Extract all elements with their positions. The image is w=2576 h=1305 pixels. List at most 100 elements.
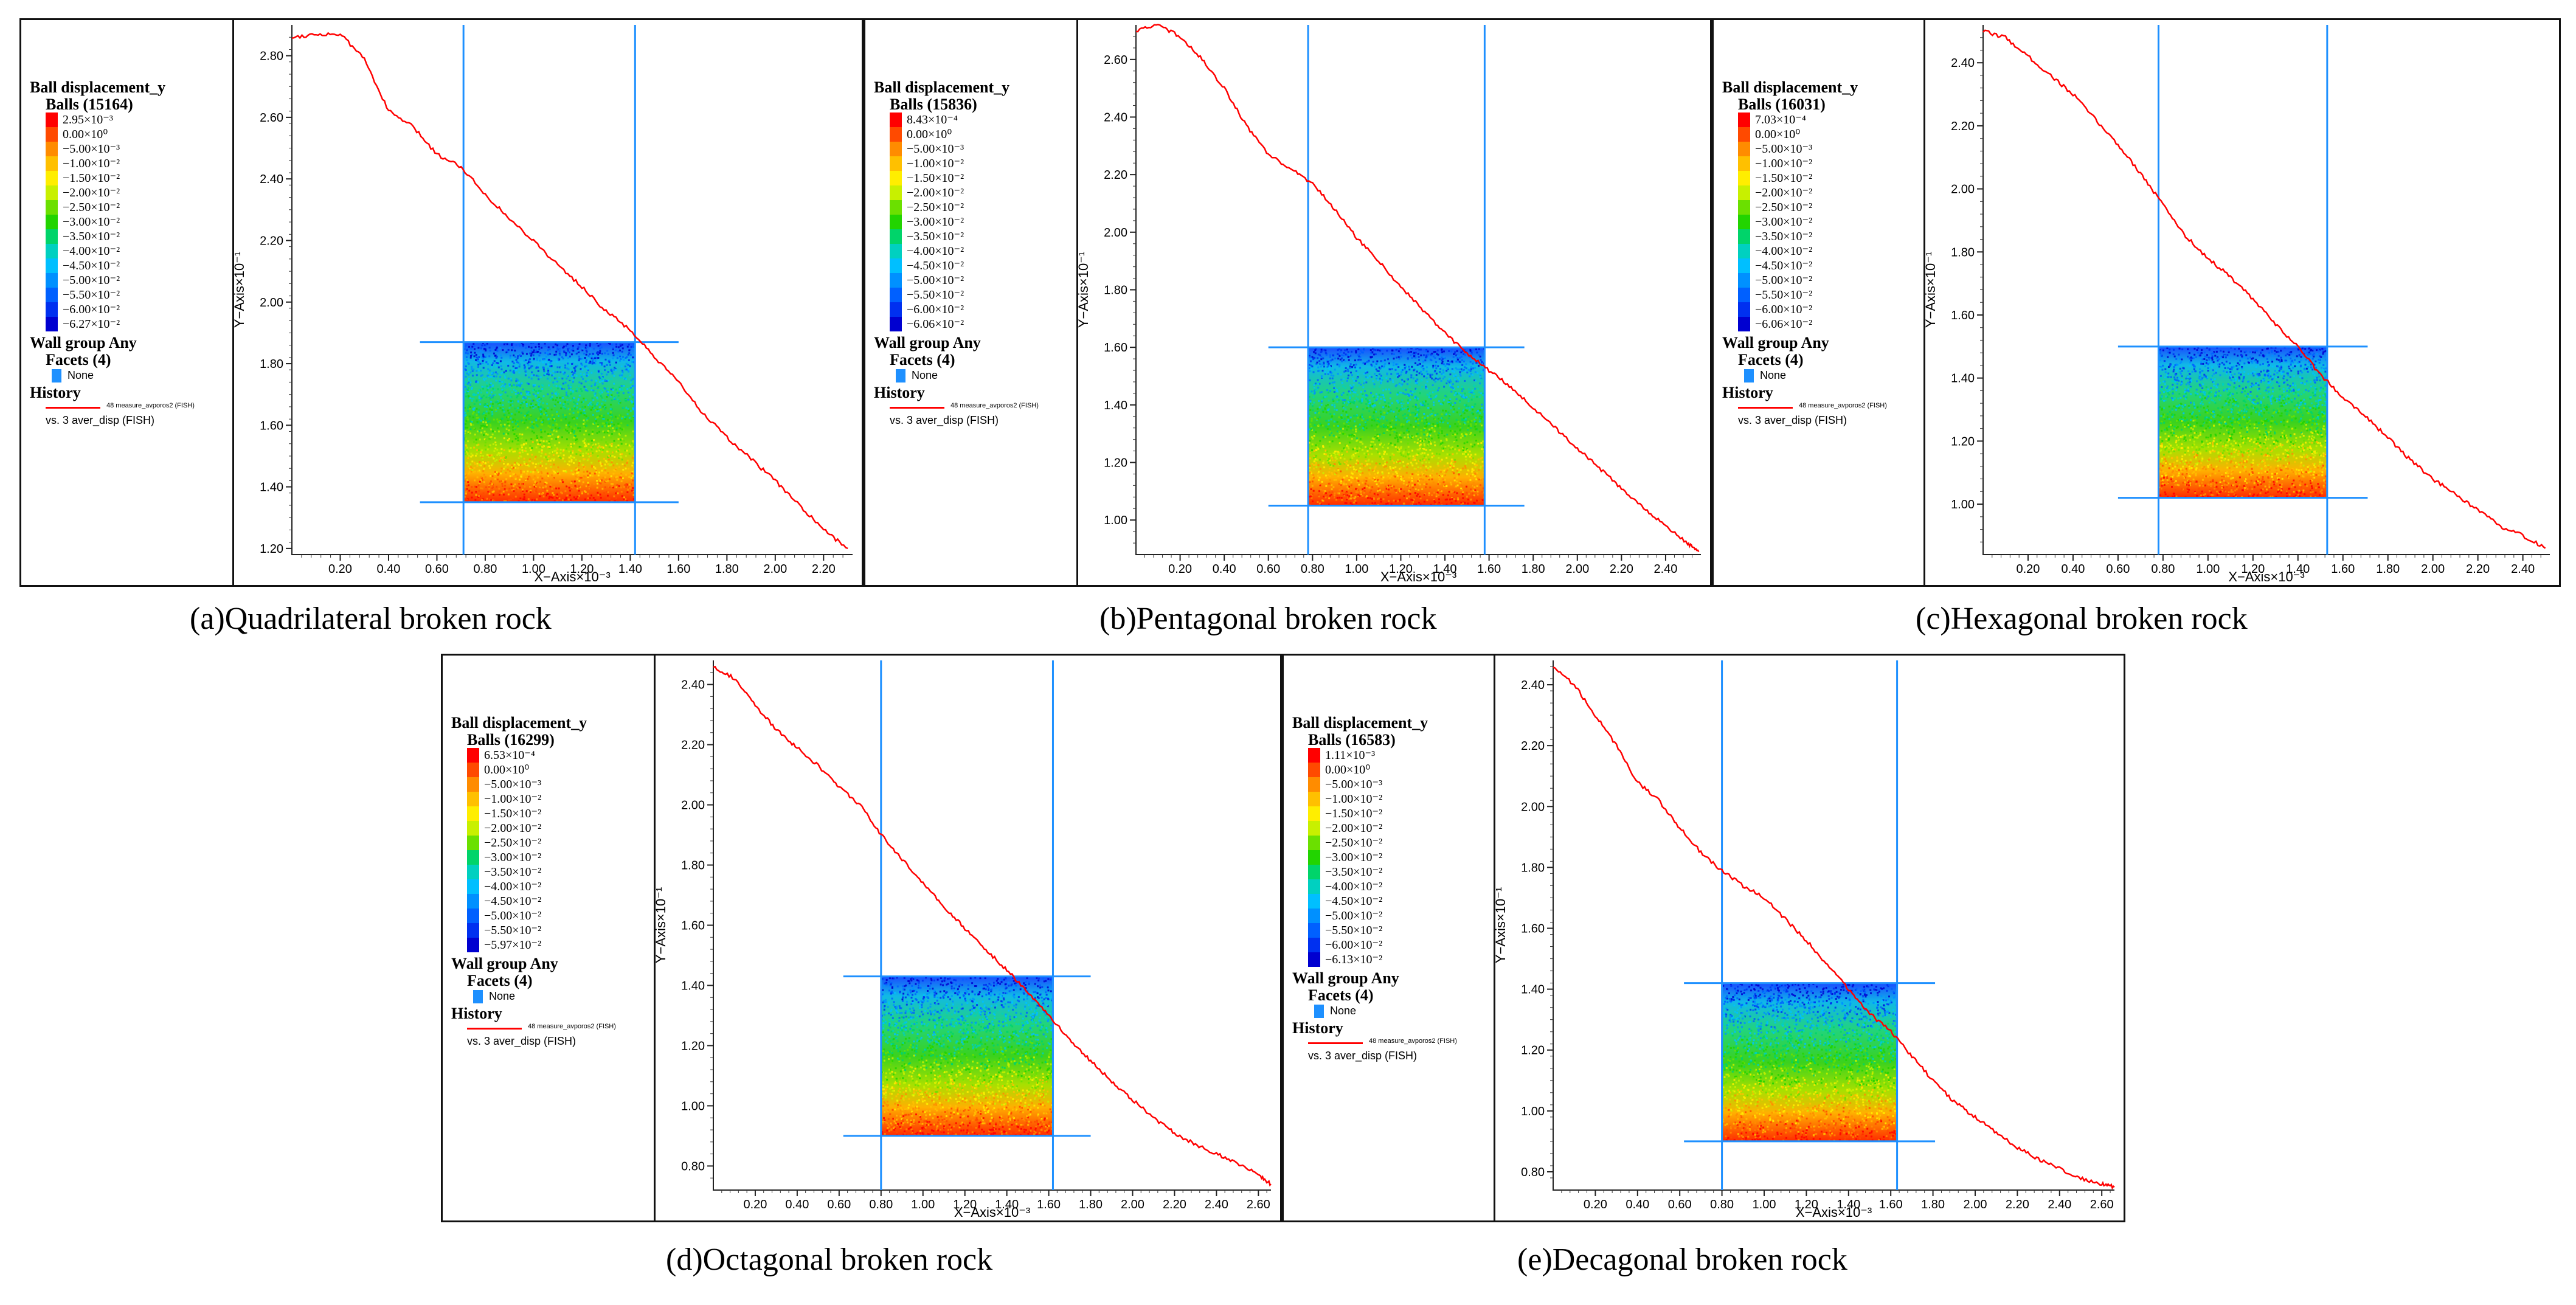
scale-swatch <box>467 865 479 879</box>
scale-swatch <box>890 229 902 244</box>
scale-swatch <box>467 763 479 777</box>
history-line-sample <box>890 407 944 409</box>
panel-e: Ball displacement_y Balls (16583) 1.11×10⁻… <box>1282 654 2125 1222</box>
scale-entry-label: −5.00×10⁻³ <box>907 142 964 156</box>
x-tick-label: 0.80 <box>1710 1198 1734 1211</box>
scale-swatch <box>46 200 58 215</box>
scale-swatch <box>890 215 902 229</box>
x-tick-label: 0.40 <box>1626 1198 1649 1211</box>
plot-a: 0.20 0.40 0.60 0.80 1.00 1.20 1.40 1.60 1.80 2.00… <box>232 20 862 585</box>
plot-d: 0.20 0.40 0.60 0.80 1.00 1.20 1.40 1.60 1.80 2.00… <box>653 656 1280 1220</box>
axis-lines <box>1135 25 1701 555</box>
x-tick-label: 1.80 <box>2376 562 2400 576</box>
scale-entry-label: −5.00×10⁻³ <box>484 778 542 791</box>
y-tick-label: 2.00 <box>1951 183 1975 196</box>
scale-swatch <box>1308 879 1320 894</box>
scale-entry-label: −1.50×10⁻² <box>1325 807 1383 820</box>
plot-b: 0.20 0.40 0.60 0.80 1.00 1.20 1.40 1.60 1.80 2.00… <box>1076 20 1710 585</box>
scale-entry-label: 0.00×10⁰ <box>484 763 530 777</box>
y-tick-label: 2.20 <box>1104 168 1127 182</box>
caption-e: (e)Decagonal broken rock <box>1517 1242 1847 1277</box>
scale-swatch <box>1738 215 1750 229</box>
scale-entry-label: 0.00×10⁰ <box>907 128 952 141</box>
history-line-sample <box>1738 407 1793 409</box>
legend-history: History <box>30 384 81 401</box>
scale-entry-label: −3.00×10⁻² <box>1755 215 1813 229</box>
history-curve <box>1553 666 2115 1190</box>
scale-entry-label: −4.00×10⁻² <box>63 244 120 258</box>
x-tick-label: 1.40 <box>2286 562 2310 576</box>
legend-wall-none: None <box>489 990 516 1002</box>
scale-swatch <box>1738 273 1750 288</box>
scale-min-label: −6.06×10⁻² <box>907 317 964 331</box>
chart-svg: 0.20 0.40 0.60 0.80 1.00 1.20 1.40 1.60 1.80 2.00… <box>653 660 1272 1220</box>
scale-entry-label: −1.00×10⁻² <box>1325 792 1383 806</box>
legend-history-item: 48 measure_avporos2 (FISH) <box>106 402 195 409</box>
scale-swatch <box>1308 952 1320 967</box>
scale-swatch <box>890 142 902 156</box>
history-curve <box>291 32 848 550</box>
x-tick-label: 2.20 <box>1610 562 1633 576</box>
y-tick-label: 1.80 <box>1951 246 1975 259</box>
caption-c: (c)Hexagonal broken rock <box>1916 601 2248 636</box>
wall-color-swatch <box>896 369 905 382</box>
specimen-particles <box>463 342 635 502</box>
scale-swatch <box>467 879 479 894</box>
scale-entry-label: −1.00×10⁻² <box>484 792 542 806</box>
y-tick-label: 1.60 <box>1951 309 1975 322</box>
x-tick-label: 1.80 <box>1921 1198 1945 1211</box>
legend-e: Ball displacement_y Balls (16583) 1.11×10⁻… <box>1284 656 1495 1220</box>
scale-swatch <box>890 317 902 331</box>
wall-color-swatch <box>1314 1005 1324 1018</box>
scale-swatch <box>1738 229 1750 244</box>
scale-swatch <box>1308 850 1320 865</box>
caption-b: (b)Pentagonal broken rock <box>1099 601 1437 636</box>
legend-wall-group: Wall group Any <box>874 334 981 351</box>
x-tick-label: 1.40 <box>618 562 642 576</box>
scale-swatch <box>467 748 479 763</box>
x-tick-label: 1.20 <box>1795 1198 1818 1211</box>
legend-history-vs: vs. 3 aver_disp (FISH) <box>1738 414 1847 426</box>
y-tick-label: 1.20 <box>681 1039 705 1053</box>
scale-entry-label: −5.50×10⁻² <box>484 924 542 937</box>
scale-entry-label: −4.00×10⁻² <box>907 244 964 258</box>
x-tick-label: 1.80 <box>715 562 739 576</box>
legend-heading: Ball displacement_y <box>874 78 1010 96</box>
scale-max-label: 7.03×10⁻⁴ <box>1755 113 1806 126</box>
y-axis-label: Y−Axis×10⁻¹ <box>1495 887 1508 963</box>
scale-swatch <box>46 273 58 288</box>
scale-min-label: −6.27×10⁻² <box>63 317 120 331</box>
y-tick-label: 2.60 <box>260 111 283 125</box>
scale-swatch <box>467 821 479 836</box>
x-tick-label: 2.40 <box>1653 562 1677 576</box>
scale-entry-label: −3.00×10⁻² <box>484 851 542 864</box>
scale-entry-label: −5.00×10⁻² <box>63 274 120 287</box>
y-tick-label: 1.00 <box>1104 514 1127 527</box>
x-tick-label: 2.40 <box>2511 562 2535 576</box>
scale-entry-label: −4.50×10⁻² <box>1325 895 1383 908</box>
x-tick-label: 0.40 <box>2061 562 2085 576</box>
scale-swatch <box>46 244 58 258</box>
y-tick-label: 2.20 <box>1951 120 1975 133</box>
wall-color-swatch <box>473 990 483 1003</box>
scale-entry-label: −5.00×10⁻² <box>907 274 964 287</box>
scale-swatch <box>1738 185 1750 200</box>
scale-swatch <box>1308 894 1320 909</box>
history-line-sample <box>467 1028 522 1030</box>
caption-a: (a)Quadrilateral broken rock <box>190 601 552 636</box>
legend-history: History <box>451 1005 502 1022</box>
scale-entry-label: 0.00×10⁰ <box>1755 128 1801 141</box>
scale-swatch <box>1738 171 1750 185</box>
scale-entry-label: −4.50×10⁻² <box>484 895 542 908</box>
legend-wall-none: None <box>1760 369 1787 381</box>
y-tick-label: 0.80 <box>681 1160 705 1173</box>
scale-swatch <box>890 185 902 200</box>
scale-entry-label: −6.00×10⁻² <box>907 303 964 316</box>
x-axis-label: X−Axis×10⁻³ <box>1796 1205 1872 1220</box>
x-tick-label: 0.80 <box>473 562 497 576</box>
scale-entry-label: −2.00×10⁻² <box>1755 186 1813 199</box>
scale-entry-label: −2.50×10⁻² <box>484 836 542 850</box>
x-tick-label: 2.60 <box>2090 1198 2114 1211</box>
specimen-particles <box>1722 983 1897 1141</box>
legend-wall-none: None <box>912 369 938 381</box>
